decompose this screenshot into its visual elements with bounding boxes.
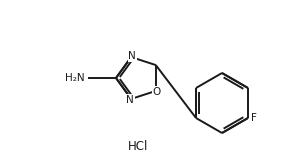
Text: N: N [128,51,136,61]
Text: N: N [126,95,134,105]
Text: H₂N: H₂N [65,73,85,83]
Text: F: F [251,113,257,123]
Text: HCl: HCl [128,140,148,154]
Text: O: O [153,87,161,97]
